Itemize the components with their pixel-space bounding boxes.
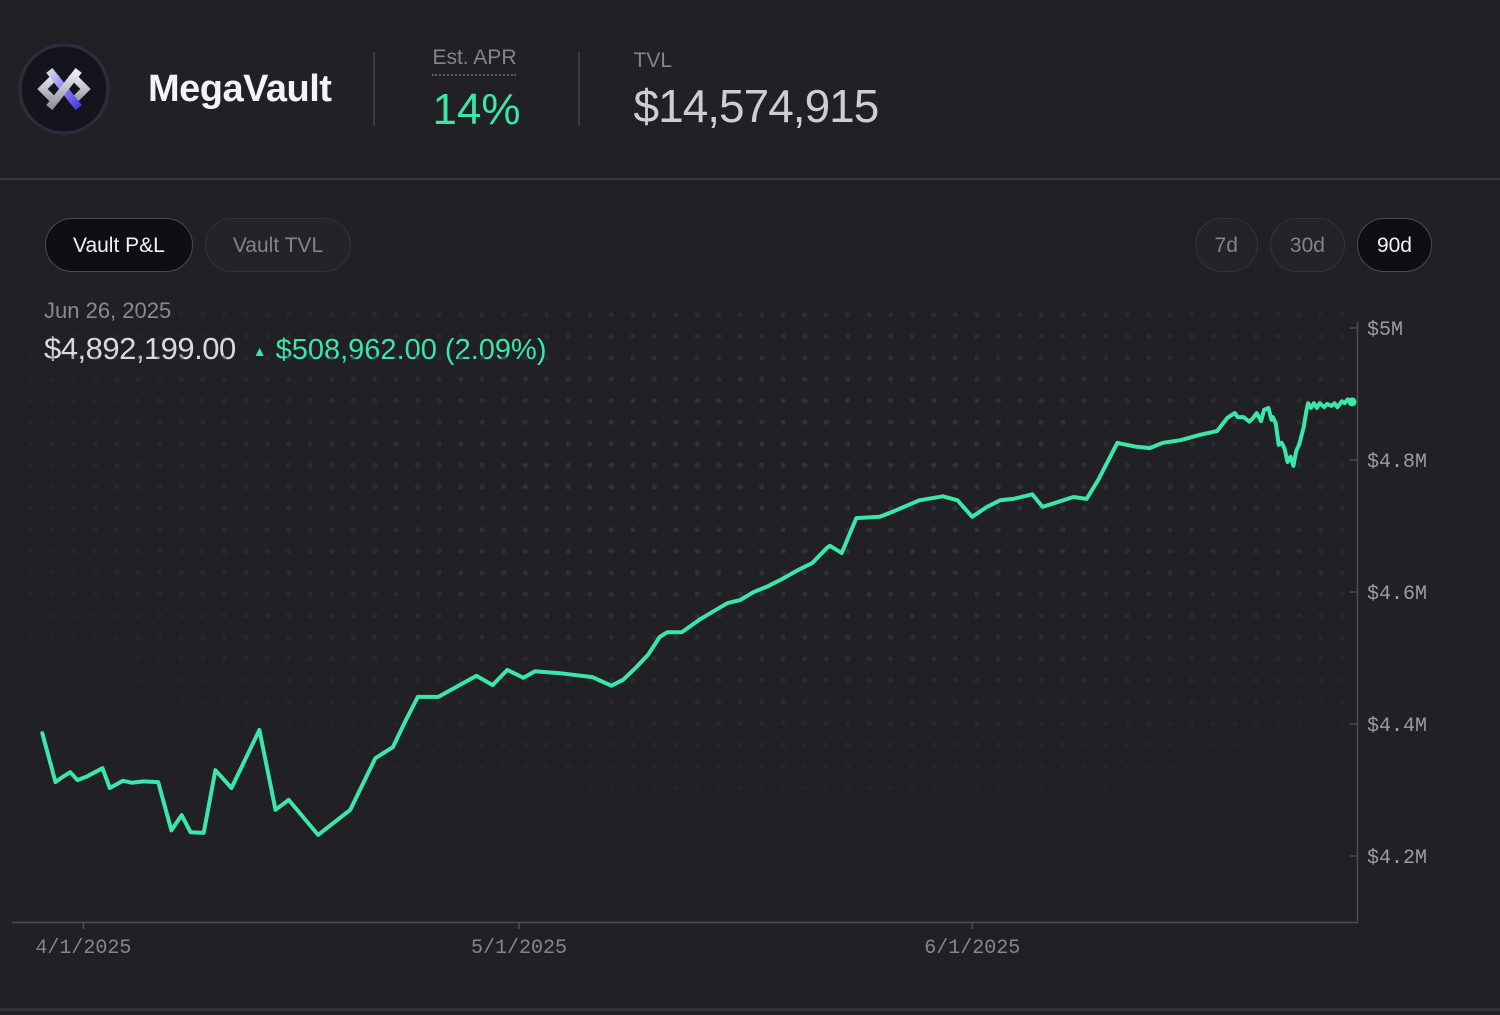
tvl-stat: TVL $14,574,915 — [633, 48, 880, 132]
bottom-rule — [0, 1008, 1500, 1011]
tab-vault-pnl[interactable]: Vault P&L — [45, 218, 193, 272]
range-7d-button[interactable]: 7d — [1194, 218, 1258, 272]
tvl-label: TVL — [633, 48, 673, 72]
vault-header: MegaVault Est. APR 14% TVL $14,574,915 — [0, 0, 1500, 178]
x-tick-label: 6/1/2025 — [924, 937, 1020, 960]
y-tick-label: $4.6M — [1367, 583, 1427, 606]
tvl-value: $14,574,915 — [633, 79, 880, 132]
range-selector: 7d 30d 90d — [1194, 218, 1432, 272]
x-tick-label: 5/1/2025 — [471, 937, 567, 960]
page-title: MegaVault — [148, 67, 332, 110]
header-divider — [577, 52, 580, 126]
y-tick-label: $5M — [1367, 319, 1403, 342]
logo-glyph — [18, 43, 110, 135]
last-point-marker — [1347, 397, 1357, 407]
header-rule — [0, 178, 1500, 180]
x-tick-label: 4/1/2025 — [35, 937, 131, 960]
dot-grid-background — [14, 300, 1358, 920]
dydx-logo-icon — [17, 42, 111, 136]
est-apr-stat: Est. APR 14% — [432, 47, 521, 134]
range-30d-button[interactable]: 30d — [1269, 218, 1345, 272]
chart-controls: Vault P&L Vault TVL 7d 30d 90d — [0, 218, 1500, 272]
tab-vault-tvl[interactable]: Vault TVL — [204, 218, 352, 272]
range-90d-button[interactable]: 90d — [1356, 218, 1432, 272]
pnl-line — [40, 397, 1355, 837]
est-apr-value: 14% — [432, 84, 521, 134]
est-apr-label[interactable]: Est. APR — [432, 47, 517, 76]
header-divider — [373, 52, 376, 126]
y-tick-label: $4.4M — [1367, 715, 1427, 738]
chart-tabs: Vault P&L Vault TVL — [45, 218, 352, 272]
y-tick-label: $4.8M — [1367, 451, 1427, 474]
y-tick-label: $4.2M — [1367, 847, 1427, 870]
